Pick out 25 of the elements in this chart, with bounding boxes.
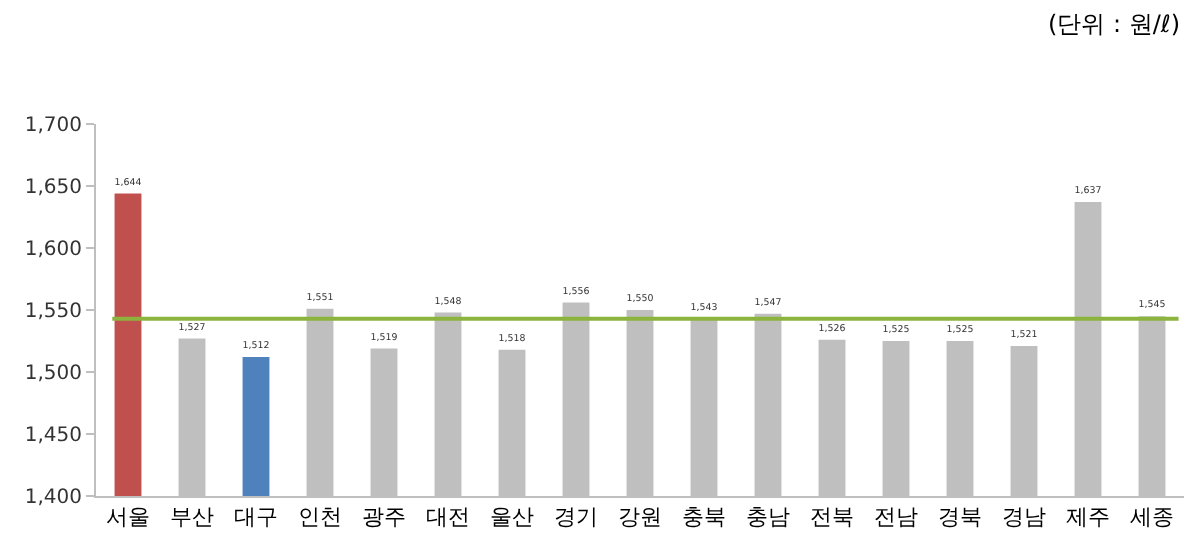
x-tick-label: 전남 [874, 504, 918, 531]
y-tick-label: 1,450 [24, 425, 82, 447]
text: (단위 : 원/ℓ) [1048, 10, 1181, 38]
x-tick-label: 대전 [426, 504, 470, 531]
x-tick-label: 대구 [234, 504, 278, 531]
y-tick-label: 1,550 [24, 301, 82, 323]
x-tick-label: 인천 [298, 504, 342, 531]
x-tick-label: 경북 [938, 504, 982, 531]
x-tick-label: 부산 [170, 504, 214, 531]
y-tick-label: 1,700 [24, 115, 82, 137]
x-tick-label: 충북 [682, 504, 726, 531]
x-tick-label: 세종 [1130, 504, 1174, 531]
x-tick-label: 경남 [1002, 504, 1046, 531]
x-tick-label: 울산 [490, 504, 534, 531]
x-tick-label: 충남 [746, 504, 790, 531]
y-tick-label: 1,650 [24, 177, 82, 199]
x-tick-label: 광주 [362, 504, 406, 531]
x-tick-label: 전북 [810, 504, 854, 531]
x-tick-label: 서울 [106, 504, 150, 531]
x-tick-label: 강원 [618, 504, 662, 531]
y-tick-label: 1,600 [24, 239, 82, 261]
y-tick-label: 1,400 [24, 487, 82, 509]
x-tick-label: 제주 [1066, 504, 1110, 531]
x-tick-label: 경기 [554, 504, 598, 531]
y-tick-label: 1,500 [24, 363, 82, 385]
